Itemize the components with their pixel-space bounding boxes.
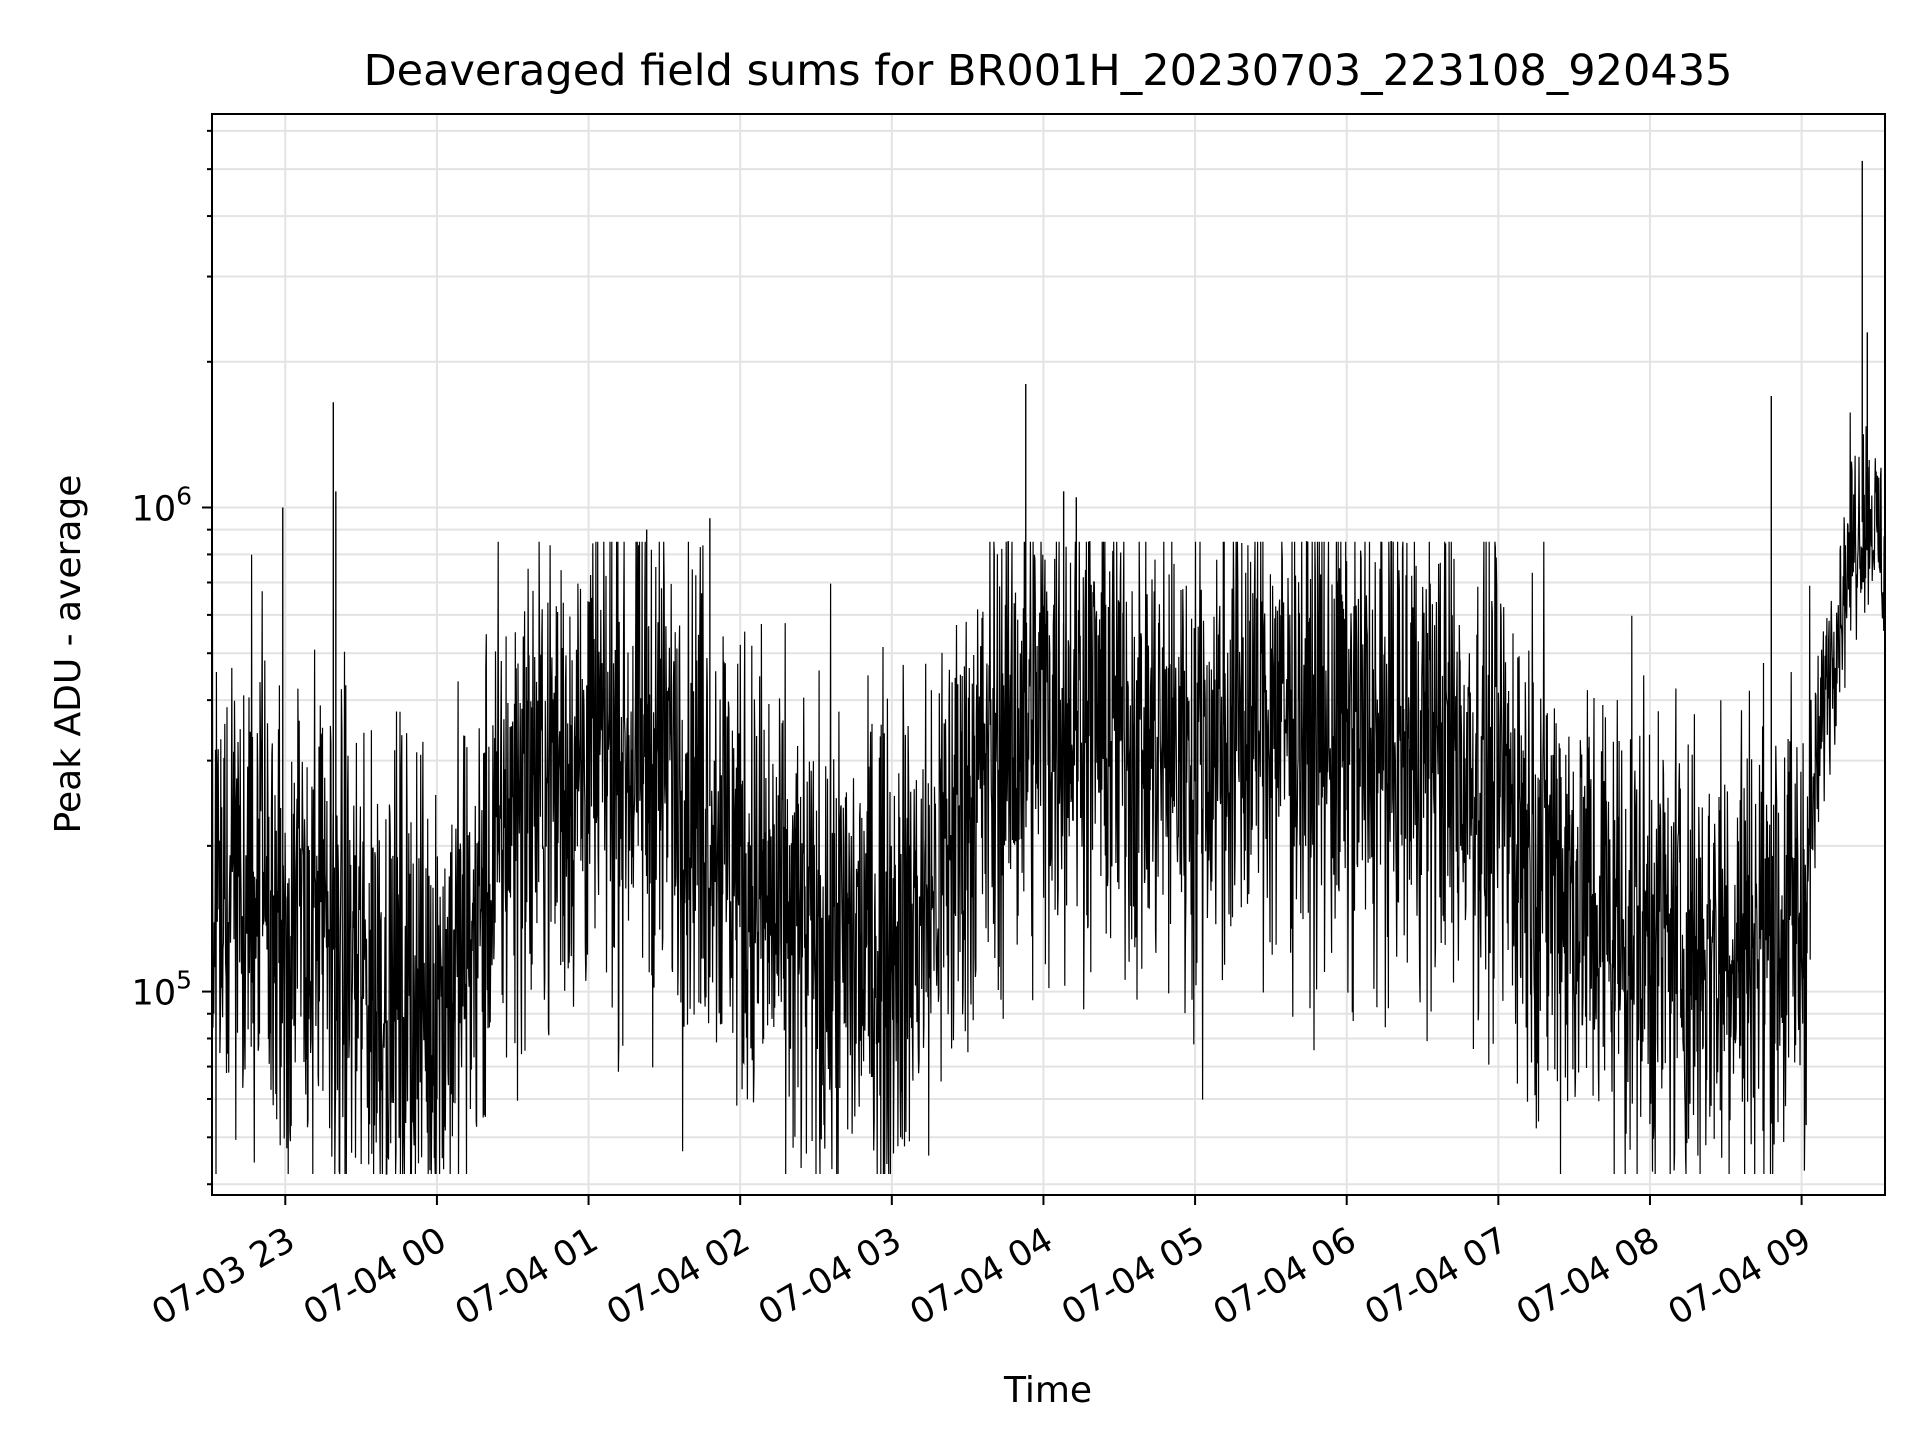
y-tick-label: 106 bbox=[132, 482, 192, 530]
chart-title: Deaveraged field sums for BR001H_2023070… bbox=[364, 46, 1733, 96]
series-layer bbox=[212, 160, 1885, 1175]
y-axis-label: Peak ADU - average bbox=[48, 475, 89, 834]
series-line bbox=[212, 412, 1885, 1175]
plot-frame bbox=[211, 113, 1886, 1196]
y-tick-label: 105 bbox=[132, 966, 192, 1014]
x-axis-label: Time bbox=[1003, 1370, 1092, 1411]
